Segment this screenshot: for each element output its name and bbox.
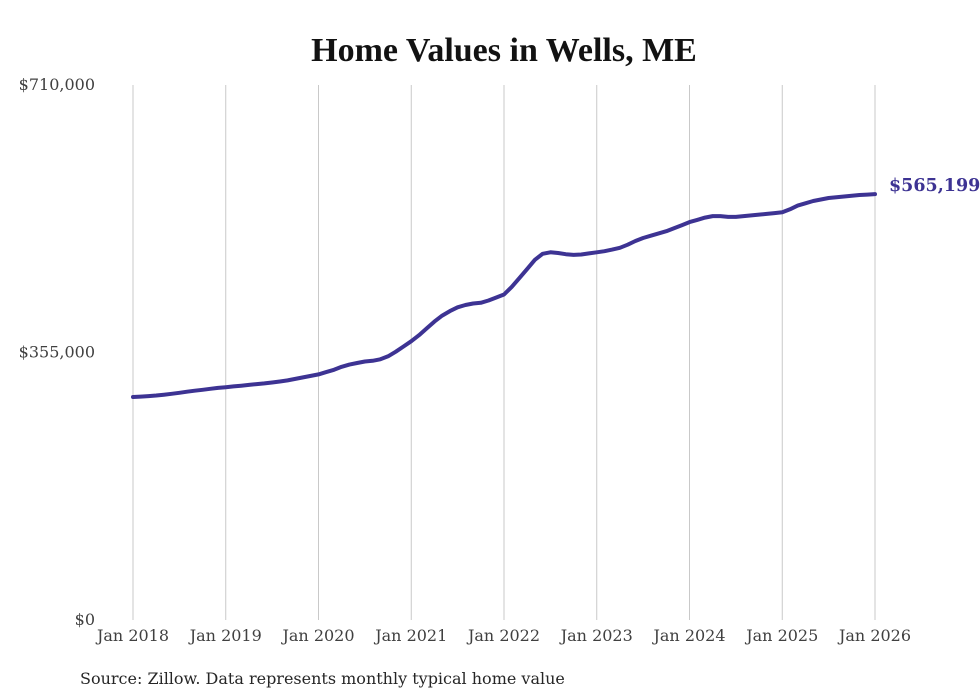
x-tick-label: Jan 2026 bbox=[837, 626, 911, 645]
x-tick-label: Jan 2023 bbox=[559, 626, 633, 645]
x-tick-label: Jan 2025 bbox=[744, 626, 818, 645]
chart-title: Home Values in Wells, ME bbox=[311, 32, 697, 69]
source-note: Source: Zillow. Data represents monthly … bbox=[80, 669, 565, 688]
y-axis-labels: $710,000 $355,000 $0 bbox=[19, 75, 95, 629]
x-axis-labels: Jan 2018 Jan 2019 Jan 2020 Jan 2021 Jan 2022… bbox=[95, 626, 911, 645]
y-tick-label-0: $0 bbox=[75, 610, 95, 629]
x-tick-label: Jan 2021 bbox=[373, 626, 447, 645]
x-tick-label: Jan 2020 bbox=[280, 626, 354, 645]
x-tick-label: Jan 2022 bbox=[466, 626, 540, 645]
home-value-series-line bbox=[131, 192, 877, 399]
y-tick-label-355000: $355,000 bbox=[19, 343, 95, 362]
y-tick-label-710000: $710,000 bbox=[19, 75, 95, 94]
latest-value-label: $565,199 bbox=[889, 176, 980, 196]
x-tick-label: Jan 2019 bbox=[188, 626, 262, 645]
x-tick-label: Jan 2018 bbox=[95, 626, 169, 645]
x-tick-label: Jan 2024 bbox=[651, 626, 725, 645]
gridlines bbox=[132, 85, 876, 620]
